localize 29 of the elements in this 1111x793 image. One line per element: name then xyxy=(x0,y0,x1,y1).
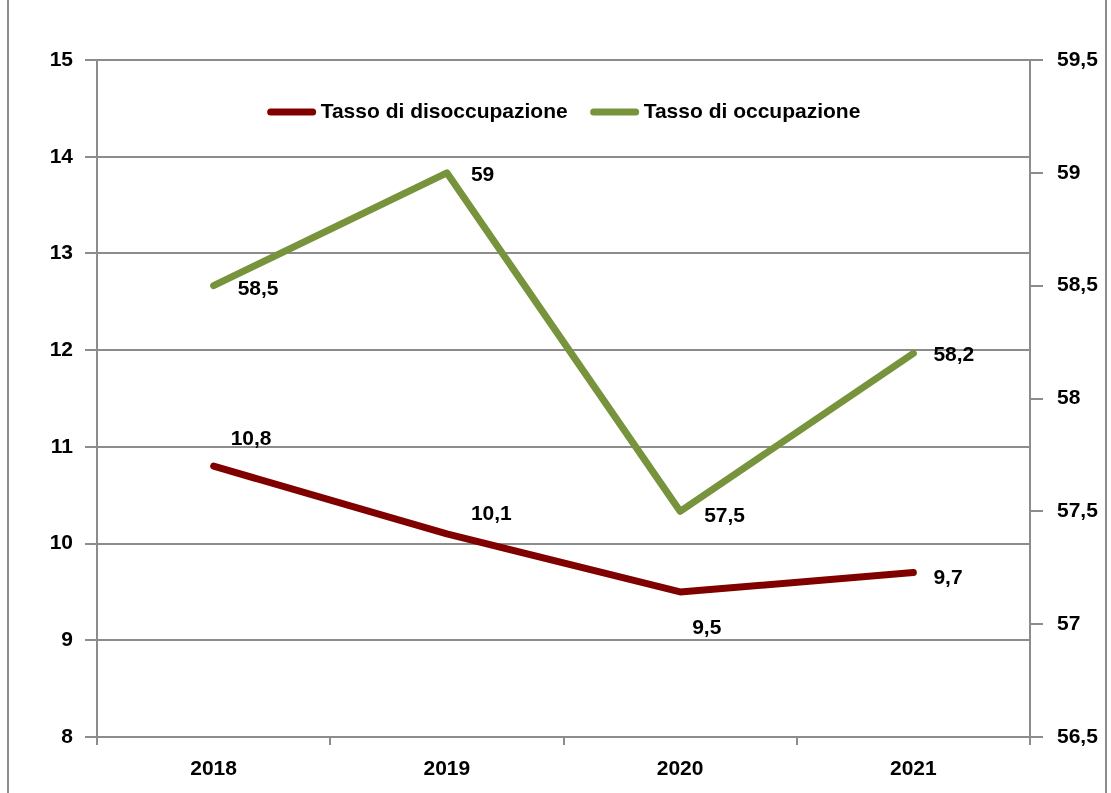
y2-tick-label: 56,5 xyxy=(1057,723,1099,747)
data-label: 10,1 xyxy=(470,500,513,524)
legend-label: Tasso di occupazione xyxy=(643,98,861,122)
data-label: 10,8 xyxy=(230,426,272,449)
x-tick-label: 2020 xyxy=(656,756,704,780)
y2-tick-label: 57 xyxy=(1057,610,1081,634)
x-tick-label: 2021 xyxy=(890,756,938,780)
x-tick-label: 2019 xyxy=(423,756,471,780)
y2-tick-label: 58,5 xyxy=(1057,272,1099,296)
legend-label: Tasso di disoccupazione xyxy=(320,98,568,122)
x-tick-label: 2018 xyxy=(190,756,238,780)
y-tick-label: 11 xyxy=(50,433,74,457)
y-tick-label: 13 xyxy=(49,240,73,264)
data-label: 9,5 xyxy=(692,614,722,638)
y2-tick-label: 59,5 xyxy=(1057,46,1099,70)
y2-tick-label: 58 xyxy=(1057,385,1081,409)
y-tick-label: 15 xyxy=(49,46,74,70)
data-label: 57,5 xyxy=(704,503,746,527)
y-tick-label: 12 xyxy=(49,336,73,360)
data-label: 9,7 xyxy=(933,565,963,589)
y-tick-label: 8 xyxy=(61,723,74,747)
y2-tick-label: 59 xyxy=(1057,159,1081,183)
y-tick-label: 14 xyxy=(49,143,74,167)
y-tick-label: 9 xyxy=(61,627,73,651)
data-label: 59 xyxy=(470,161,495,185)
y-tick-label: 10 xyxy=(49,530,73,554)
data-label: 58,2 xyxy=(933,342,975,366)
data-label: 58,5 xyxy=(237,276,279,300)
y2-tick-label: 57,5 xyxy=(1057,498,1099,522)
